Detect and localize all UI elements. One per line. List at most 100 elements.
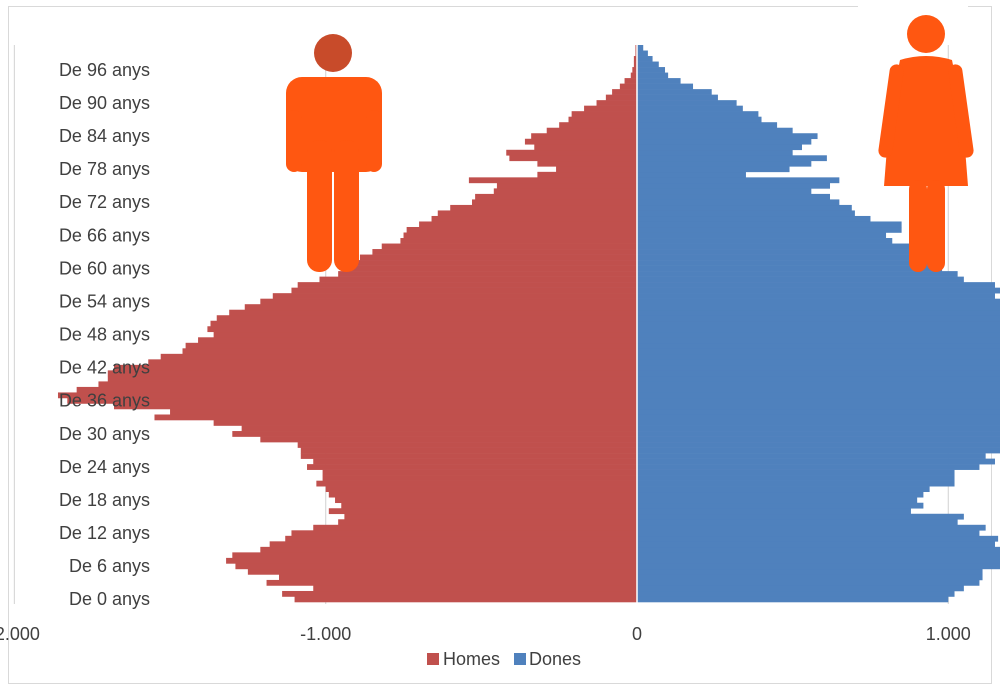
- bar-homes-age-33: [154, 414, 638, 421]
- bar-homes-age-34: [170, 408, 638, 415]
- bar-dones-age-21: [637, 480, 955, 487]
- y-tick-label: De 18 anys: [59, 490, 150, 510]
- bar-homes-age-50: [210, 320, 638, 327]
- bar-dones-age-12: [637, 530, 980, 537]
- y-tick-label: De 6 anys: [69, 556, 150, 576]
- bar-homes-age-45: [182, 348, 637, 355]
- bar-dones-age-92: [637, 89, 712, 95]
- bar-dones-age-26: [637, 453, 986, 459]
- bar-dones-age-80: [637, 155, 827, 162]
- bar-homes-age-94: [624, 78, 637, 84]
- y-tick-label: De 96 anys: [59, 60, 150, 80]
- bar-homes-age-36: [67, 397, 638, 404]
- bar-homes-age-17: [341, 502, 637, 509]
- bar-dones-age-46: [637, 342, 1000, 349]
- bar-dones-age-28: [637, 442, 1000, 448]
- bar-homes-age-86: [559, 122, 637, 129]
- bar-dones-age-88: [637, 111, 759, 117]
- bar-homes-age-75: [496, 182, 637, 189]
- bar-dones-age-68: [637, 221, 902, 228]
- bar-dones-age-47: [637, 337, 1000, 344]
- bar-homes-age-64: [381, 243, 637, 250]
- bar-dones-age-98: [637, 56, 653, 62]
- bar-dones-age-58: [637, 276, 964, 283]
- bar-homes-age-74: [493, 188, 637, 195]
- bar-homes-age-76: [468, 177, 637, 184]
- bar-dones-age-35: [637, 403, 1000, 410]
- bar-homes-age-40: [107, 375, 638, 382]
- bar-dones-age-91: [637, 94, 718, 101]
- bar-dones-age-84: [637, 133, 818, 140]
- bar-dones-age-72: [637, 199, 840, 206]
- bar-homes-age-97: [633, 61, 637, 68]
- bar-homes-age-32: [213, 420, 637, 426]
- bar-homes-age-7: [226, 557, 638, 564]
- bar-dones-age-13: [637, 524, 986, 531]
- bar-dones-age-44: [637, 353, 1000, 360]
- bar-dones-age-50: [637, 320, 1000, 327]
- bar-homes-age-51: [216, 315, 637, 322]
- bar-dones-age-15: [637, 513, 964, 520]
- bar-dones-age-63: [637, 249, 911, 255]
- bar-dones-age-0: [637, 596, 949, 603]
- bar-homes-age-37: [57, 392, 638, 399]
- bar-dones-age-70: [637, 210, 855, 217]
- bar-dones-age-64: [637, 243, 915, 250]
- y-tick-label: De 60 anys: [59, 258, 150, 278]
- bar-homes-age-49: [207, 326, 637, 333]
- bar-dones-age-8: [637, 552, 1000, 559]
- bar-dones-age-27: [637, 447, 1000, 454]
- bar-dones-age-2: [637, 585, 964, 592]
- bar-dones-age-9: [637, 546, 1000, 553]
- bar-dones-age-54: [637, 298, 1000, 305]
- bar-dones-age-83: [637, 138, 812, 145]
- y-tick-label: De 54 anys: [59, 291, 150, 311]
- bar-dones-age-39: [637, 381, 1000, 388]
- y-tick-label: De 30 anys: [59, 424, 150, 444]
- bar-homes-age-91: [605, 94, 637, 101]
- bar-homes-age-20: [325, 486, 637, 493]
- legend-label-dones: Dones: [529, 649, 581, 669]
- bar-dones-age-43: [637, 359, 1000, 366]
- bar-homes-age-55: [272, 293, 637, 299]
- y-tick-label: De 36 anys: [59, 391, 150, 411]
- bar-dones-age-94: [637, 78, 681, 84]
- x-tick-label: 1.000: [926, 624, 971, 644]
- bar-homes-age-24: [307, 464, 637, 470]
- bar-homes-age-62: [359, 254, 637, 261]
- bar-homes-age-77: [537, 171, 637, 178]
- bar-homes-age-22: [322, 475, 637, 481]
- bar-dones-age-34: [637, 408, 1000, 415]
- bar-dones-age-10: [637, 541, 995, 548]
- bar-homes-age-78: [556, 166, 637, 173]
- bar-homes-age-6: [235, 563, 637, 570]
- bar-homes-age-98: [633, 56, 637, 62]
- bar-homes-age-69: [431, 215, 637, 222]
- bar-dones-age-73: [637, 193, 831, 200]
- bar-dones-age-45: [637, 348, 1000, 355]
- bar-homes-age-23: [322, 469, 637, 476]
- bar-dones-age-53: [637, 304, 1000, 311]
- bar-dones-age-33: [637, 414, 1000, 421]
- bar-homes-age-16: [328, 508, 637, 515]
- y-tick-label: De 66 anys: [59, 225, 150, 245]
- legend-swatch-homes: [427, 653, 439, 665]
- y-tick-label: De 24 anys: [59, 457, 150, 477]
- bar-homes-age-89: [584, 105, 637, 112]
- bar-homes-age-73: [475, 193, 637, 200]
- bar-homes-age-27: [300, 447, 637, 454]
- bar-dones-age-23: [637, 469, 955, 476]
- bar-dones-age-77: [637, 171, 746, 178]
- bar-homes-age-28: [297, 442, 637, 448]
- bar-dones-age-56: [637, 287, 1000, 294]
- bar-dones-age-31: [637, 425, 1000, 432]
- bar-homes-age-31: [241, 425, 638, 432]
- bar-dones-age-86: [637, 122, 778, 129]
- legend: Homes Dones: [427, 649, 581, 669]
- bar-dones-age-5: [637, 568, 983, 575]
- bar-homes-age-63: [372, 249, 637, 255]
- bar-dones-age-96: [637, 67, 666, 73]
- bar-homes-age-12: [291, 530, 637, 537]
- bar-dones-age-19: [637, 491, 924, 498]
